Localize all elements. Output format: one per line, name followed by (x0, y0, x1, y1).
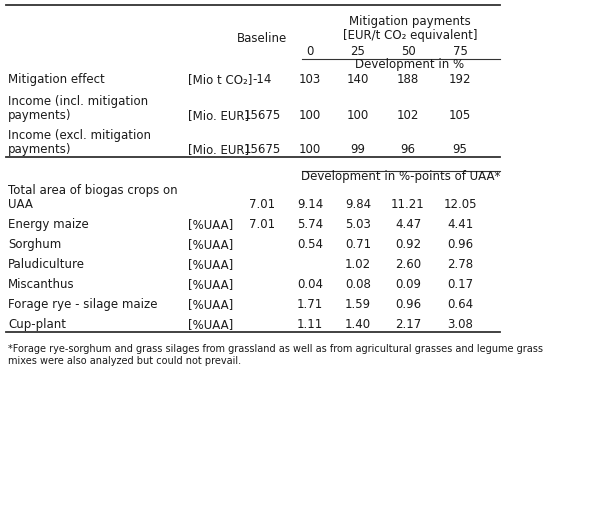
Text: payments): payments) (8, 109, 71, 122)
Text: UAA: UAA (8, 198, 33, 211)
Text: -14: -14 (253, 73, 272, 86)
Text: 12.05: 12.05 (443, 198, 477, 211)
Text: 192: 192 (449, 73, 471, 86)
Text: Forage rye - silage maize: Forage rye - silage maize (8, 298, 157, 311)
Text: 1.40: 1.40 (345, 318, 371, 331)
Text: [%UAA]: [%UAA] (188, 318, 233, 331)
Text: 96: 96 (401, 143, 415, 156)
Text: payments): payments) (8, 143, 71, 156)
Text: 103: 103 (299, 73, 321, 86)
Text: mixes were also analyzed but could not prevail.: mixes were also analyzed but could not p… (8, 356, 241, 366)
Text: Development in %: Development in % (355, 58, 464, 71)
Text: 11.21: 11.21 (391, 198, 425, 211)
Text: 50: 50 (401, 45, 415, 58)
Text: [%UAA]: [%UAA] (188, 218, 233, 231)
Text: 0.54: 0.54 (297, 238, 323, 251)
Text: 95: 95 (452, 143, 467, 156)
Text: 0.08: 0.08 (345, 278, 371, 291)
Text: [%UAA]: [%UAA] (188, 238, 233, 251)
Text: Paludiculture: Paludiculture (8, 258, 85, 271)
Text: 0.17: 0.17 (447, 278, 473, 291)
Text: Mitigation payments: Mitigation payments (349, 15, 471, 28)
Text: 75: 75 (452, 45, 467, 58)
Text: 7.01: 7.01 (249, 218, 275, 231)
Text: 0.04: 0.04 (297, 278, 323, 291)
Text: [Mio t CO₂]: [Mio t CO₂] (188, 73, 253, 86)
Text: [%UAA]: [%UAA] (188, 298, 233, 311)
Text: Income (excl. mitigation: Income (excl. mitigation (8, 129, 151, 142)
Text: Total area of biogas crops on: Total area of biogas crops on (8, 184, 178, 197)
Text: 100: 100 (299, 109, 321, 122)
Text: Sorghum: Sorghum (8, 238, 61, 251)
Text: Cup-plant: Cup-plant (8, 318, 66, 331)
Text: 99: 99 (350, 143, 365, 156)
Text: 5.03: 5.03 (345, 218, 371, 231)
Text: [%UAA]: [%UAA] (188, 278, 233, 291)
Text: 105: 105 (449, 109, 471, 122)
Text: 140: 140 (347, 73, 369, 86)
Text: 5.74: 5.74 (297, 218, 323, 231)
Text: 25: 25 (350, 45, 365, 58)
Text: 0.71: 0.71 (345, 238, 371, 251)
Text: 1.71: 1.71 (297, 298, 323, 311)
Text: 1.11: 1.11 (297, 318, 323, 331)
Text: 0.92: 0.92 (395, 238, 421, 251)
Text: 100: 100 (299, 143, 321, 156)
Text: 7.01: 7.01 (249, 198, 275, 211)
Text: 0: 0 (307, 45, 314, 58)
Text: 0.96: 0.96 (395, 298, 421, 311)
Text: 4.41: 4.41 (447, 218, 473, 231)
Text: 2.17: 2.17 (395, 318, 421, 331)
Text: 9.14: 9.14 (297, 198, 323, 211)
Text: 2.78: 2.78 (447, 258, 473, 271)
Text: 1.02: 1.02 (345, 258, 371, 271)
Text: 9.84: 9.84 (345, 198, 371, 211)
Text: [Mio. EUR]: [Mio. EUR] (188, 143, 249, 156)
Text: 3.08: 3.08 (447, 318, 473, 331)
Text: Income (incl. mitigation: Income (incl. mitigation (8, 95, 148, 108)
Text: 15675: 15675 (244, 143, 281, 156)
Text: Energy maize: Energy maize (8, 218, 89, 231)
Text: 4.47: 4.47 (395, 218, 421, 231)
Text: Baseline: Baseline (237, 32, 287, 45)
Text: Development in %-points of UAA*: Development in %-points of UAA* (301, 170, 500, 183)
Text: 15675: 15675 (244, 109, 281, 122)
Text: 0.09: 0.09 (395, 278, 421, 291)
Text: 0.64: 0.64 (447, 298, 473, 311)
Text: 0.96: 0.96 (447, 238, 473, 251)
Text: [Mio. EUR]: [Mio. EUR] (188, 109, 249, 122)
Text: 100: 100 (347, 109, 369, 122)
Text: Miscanthus: Miscanthus (8, 278, 74, 291)
Text: 102: 102 (397, 109, 419, 122)
Text: [EUR/t CO₂ equivalent]: [EUR/t CO₂ equivalent] (343, 29, 477, 42)
Text: *Forage rye-sorghum and grass silages from grassland as well as from agricultura: *Forage rye-sorghum and grass silages fr… (8, 344, 543, 354)
Text: [%UAA]: [%UAA] (188, 258, 233, 271)
Text: 1.59: 1.59 (345, 298, 371, 311)
Text: Mitigation effect: Mitigation effect (8, 73, 105, 86)
Text: 2.60: 2.60 (395, 258, 421, 271)
Text: 188: 188 (397, 73, 419, 86)
